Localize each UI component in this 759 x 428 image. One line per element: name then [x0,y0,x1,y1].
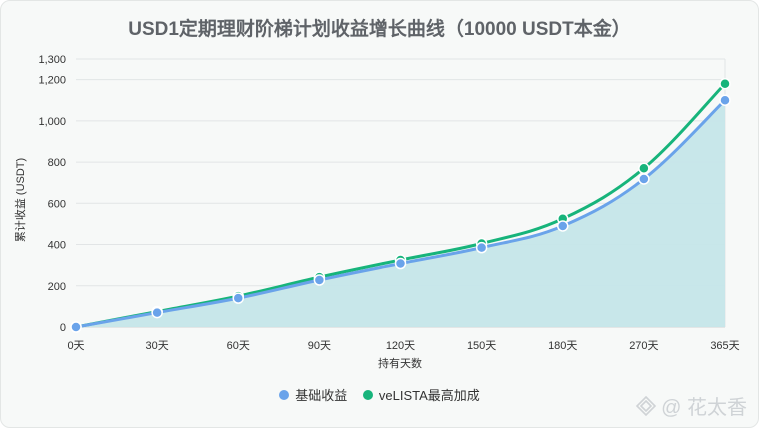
x-tick-label: 180天 [548,340,577,352]
data-point-base [70,321,82,333]
data-point-base [394,257,407,270]
legend: 基础收益 veLISTA最高加成 [0,385,759,404]
x-axis-ticks: 0天 30天 60天 90天 120天 150天 180天 270天 365天 [67,340,739,352]
diamond-logo-icon [636,395,657,416]
data-point-base [151,306,163,319]
y-tick-label: 0 [60,322,66,334]
x-tick-label: 90天 [308,340,331,352]
series-area [76,100,725,327]
x-tick-label: 270天 [629,340,658,352]
legend-marker-velista [362,389,373,400]
y-tick-label: 1,000 [38,116,66,128]
data-point-base [638,173,650,185]
y-tick-label: 600 [48,198,66,210]
y-axis-ticks: 0 200 400 600 800 1,000 1,200 1,300 [38,54,66,334]
area-fill [76,100,725,327]
x-tick-label: 150天 [467,340,496,352]
y-tick-label: 800 [48,157,66,169]
legend-label-base: 基础收益 [295,388,348,403]
y-tick-label: 200 [48,281,66,293]
x-tick-label: 365天 [710,340,739,352]
watermark: @ 花太香 [635,391,747,420]
watermark-text: @ 花太香 [661,397,747,419]
data-points [70,77,731,333]
x-tick-label: 60天 [227,340,250,352]
x-tick-label: 30天 [146,340,169,352]
data-point-base [557,220,569,232]
legend-marker-base [279,389,290,400]
y-tick-label: 1,300 [38,54,66,66]
legend-item-base[interactable]: 基础收益 [279,385,347,404]
y-tick-label: 1,200 [38,75,66,87]
y-tick-label: 400 [48,240,66,252]
data-point-velista [719,77,731,90]
x-axis-label: 持有天数 [378,356,422,370]
data-point-base [232,292,244,304]
legend-label-velista: veLISTA最高加成 [378,388,480,403]
data-point-base [719,94,731,106]
data-point-velista [638,162,650,175]
y-axis-label: 累计收益 (USDT) [13,158,27,242]
legend-item-velista[interactable]: veLISTA最高加成 [362,385,480,404]
data-point-base [475,241,488,254]
data-point-base [313,274,326,286]
chart-title: USD1定期理财阶梯计划收益增长曲线（10000 USDT本金） [128,19,631,40]
x-tick-label: 0天 [67,340,84,352]
x-tick-label: 120天 [386,340,415,352]
